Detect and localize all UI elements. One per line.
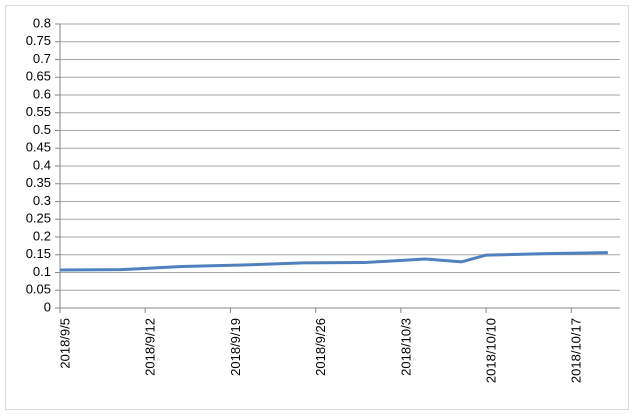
- y-tick-label: 0.1: [33, 264, 51, 279]
- x-tick-label: 2018/10/3: [398, 318, 413, 376]
- chart-frame: [5, 5, 629, 410]
- y-tick-label: 0.3: [33, 193, 51, 208]
- y-tick-label: 0.2: [33, 228, 51, 243]
- y-tick-label: 0.35: [26, 175, 51, 190]
- x-tick-label: 2018/10/10: [484, 318, 499, 383]
- y-tick-label: 0: [44, 299, 51, 314]
- x-tick-label: 2018/9/12: [143, 318, 158, 376]
- y-tick-label: 0.5: [33, 122, 51, 137]
- x-tick-label: 2018/9/26: [313, 318, 328, 376]
- y-tick-label: 0.75: [26, 33, 51, 48]
- y-tick-label: 0.4: [33, 157, 51, 172]
- x-tick-label: 2018/9/19: [228, 318, 243, 376]
- y-tick-label: 0.65: [26, 69, 51, 84]
- y-tick-label: 0.6: [33, 86, 51, 101]
- x-tick-label: 2018/9/5: [57, 318, 72, 369]
- y-tick-label: 0.55: [26, 104, 51, 119]
- y-tick-label: 0.15: [26, 246, 51, 261]
- y-tick-label: 0.45: [26, 140, 51, 155]
- y-tick-label: 0.05: [26, 282, 51, 297]
- y-tick-label: 0.8: [33, 15, 51, 30]
- x-tick-label: 2018/10/17: [569, 318, 584, 383]
- y-tick-label: 0.7: [33, 51, 51, 66]
- y-tick-label: 0.25: [26, 211, 51, 226]
- line-series: [59, 251, 608, 272]
